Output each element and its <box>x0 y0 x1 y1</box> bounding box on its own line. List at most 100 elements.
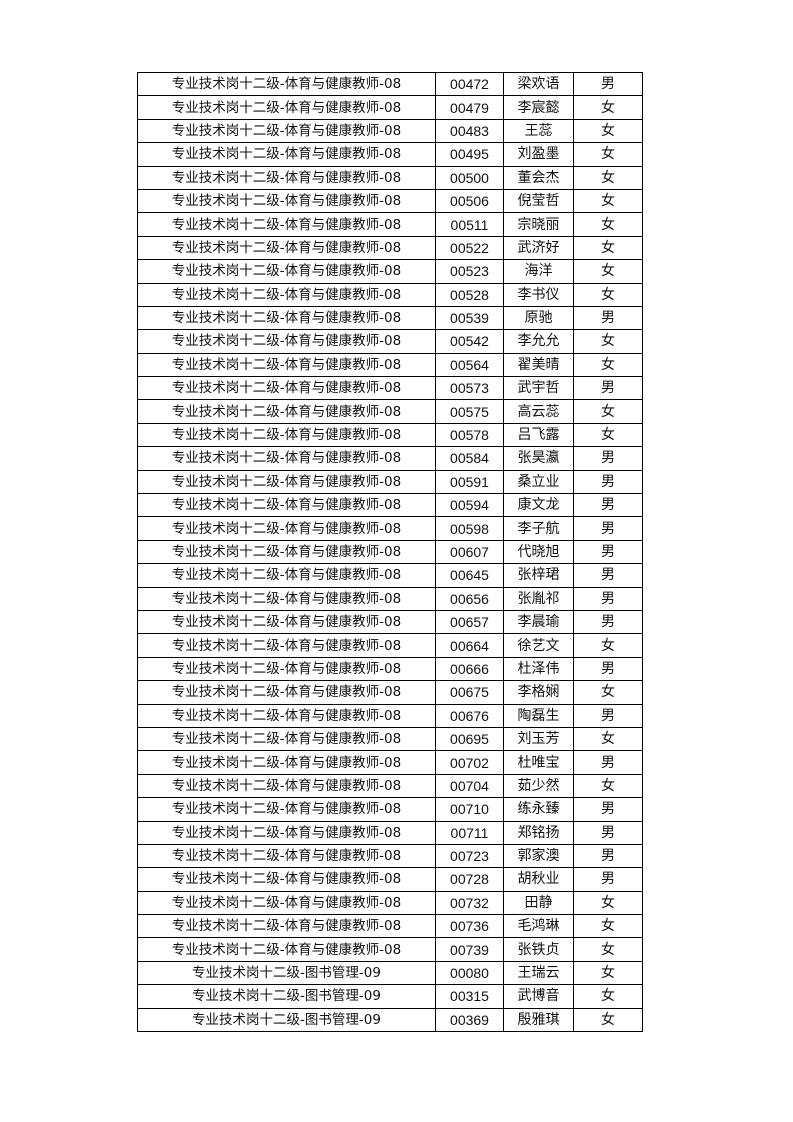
table-row: 专业技术岗十二级-体育与健康教师-08 00500 董会杰女 <box>137 165 643 190</box>
name-cell: 李子航 <box>503 516 574 541</box>
name-cell: 李格娴 <box>503 680 574 705</box>
name-cell: 桑立业 <box>503 469 574 495</box>
gender-cell: 女 <box>573 633 643 658</box>
gender-cell: 女 <box>573 329 643 354</box>
position-cell: 专业技术岗十二级-体育与健康教师-08 <box>137 609 436 635</box>
table-row: 专业技术岗十二级-体育与健康教师-08 00710 练永臻男 <box>137 797 643 822</box>
table-row: 专业技术岗十二级-体育与健康教师-08 00676 陶磊生男 <box>137 703 643 728</box>
gender-cell: 女 <box>573 1007 643 1033</box>
position-cell: 专业技术岗十二级-体育与健康教师-08 <box>137 305 436 331</box>
candidate-id-cell: 00495 <box>435 142 504 167</box>
table-row: 专业技术岗十二级-体育与健康教师-08 00542 李允允女 <box>137 329 643 354</box>
position-cell: 专业技术岗十二级-图书管理-09 <box>137 1007 436 1033</box>
name-cell: 茹少然 <box>503 773 574 799</box>
table-row: 专业技术岗十二级-体育与健康教师-08 00728 胡秋业男 <box>137 867 643 892</box>
table-row: 专业技术岗十二级-图书管理-09 00369 殷雅琪女 <box>137 1007 643 1033</box>
gender-cell: 女 <box>573 422 643 448</box>
candidate-id-cell: 00657 <box>435 609 504 635</box>
gender-cell: 女 <box>573 212 643 237</box>
position-cell: 专业技术岗十二级-体育与健康教师-08 <box>137 680 436 705</box>
position-cell: 专业技术岗十二级-体育与健康教师-08 <box>137 446 436 471</box>
position-cell: 专业技术岗十二级-体育与健康教师-08 <box>137 282 436 307</box>
position-cell: 专业技术岗十二级-体育与健康教师-08 <box>137 890 436 916</box>
candidate-id-cell: 00584 <box>435 446 504 471</box>
table-row: 专业技术岗十二级-体育与健康教师-08 00702 杜唯宝男 <box>137 750 643 775</box>
table-row: 专业技术岗十二级-体育与健康教师-08 00472 梁欢语男 <box>137 71 643 97</box>
gender-cell: 男 <box>573 305 643 331</box>
position-cell: 专业技术岗十二级-体育与健康教师-08 <box>137 376 436 401</box>
gender-cell: 男 <box>573 750 643 775</box>
gender-cell: 男 <box>573 703 643 728</box>
table-row: 专业技术岗十二级-体育与健康教师-08 00573 武宇哲男 <box>137 376 643 401</box>
table-row: 专业技术岗十二级-体育与健康教师-08 00523 海洋女 <box>137 259 643 284</box>
candidate-id-cell: 00702 <box>435 750 504 775</box>
table-row: 专业技术岗十二级-体育与健康教师-08 00511 宗晓丽女 <box>137 212 643 237</box>
position-cell: 专业技术岗十二级-体育与健康教师-08 <box>137 773 436 799</box>
position-cell: 专业技术岗十二级-体育与健康教师-08 <box>137 142 436 167</box>
position-cell: 专业技术岗十二级-体育与健康教师-08 <box>137 469 436 495</box>
name-cell: 高云蕊 <box>503 399 574 424</box>
candidate-id-cell: 00578 <box>435 422 504 448</box>
position-cell: 专业技术岗十二级-体育与健康教师-08 <box>137 750 436 775</box>
gender-cell: 男 <box>573 469 643 495</box>
candidate-id-cell: 00591 <box>435 469 504 495</box>
table-row: 专业技术岗十二级-体育与健康教师-08 00656 张胤祁男 <box>137 586 643 611</box>
name-cell: 吕飞露 <box>503 422 574 448</box>
table-row: 专业技术岗十二级-体育与健康教师-08 00664 徐艺文女 <box>137 633 643 658</box>
candidate-id-cell: 00523 <box>435 259 504 284</box>
candidate-id-cell: 00506 <box>435 188 504 214</box>
candidate-id-cell: 00645 <box>435 563 504 588</box>
name-cell: 张昊瀛 <box>503 446 574 471</box>
name-cell: 康文龙 <box>503 493 574 518</box>
candidate-id-cell: 00575 <box>435 399 504 424</box>
position-cell: 专业技术岗十二级-图书管理-09 <box>137 984 436 1009</box>
name-cell: 梁欢语 <box>503 71 574 97</box>
position-cell: 专业技术岗十二级-体育与健康教师-08 <box>137 516 436 541</box>
name-cell: 宗晓丽 <box>503 212 574 237</box>
table-row: 专业技术岗十二级-体育与健康教师-08 00704 茹少然女 <box>137 773 643 799</box>
gender-cell: 女 <box>573 165 643 190</box>
name-cell: 张铁贞 <box>503 937 574 962</box>
name-cell: 张梓珺 <box>503 563 574 588</box>
position-cell: 专业技术岗十二级-体育与健康教师-08 <box>137 539 436 565</box>
table-row: 专业技术岗十二级-体育与健康教师-08 00528 李书仪女 <box>137 282 643 307</box>
name-cell: 郑铭扬 <box>503 820 574 845</box>
candidate-id-cell: 00479 <box>435 95 504 120</box>
name-cell: 王瑞云 <box>503 960 574 986</box>
position-cell: 专业技术岗十二级-体育与健康教师-08 <box>137 937 436 962</box>
gender-cell: 女 <box>573 937 643 962</box>
name-cell: 陶磊生 <box>503 703 574 728</box>
table-row: 专业技术岗十二级-体育与健康教师-08 00594 康文龙男 <box>137 493 643 518</box>
gender-cell: 女 <box>573 914 643 939</box>
table-row: 专业技术岗十二级-体育与健康教师-08 00495 刘盈墨女 <box>137 142 643 167</box>
position-cell: 专业技术岗十二级-体育与健康教师-08 <box>137 914 436 939</box>
name-cell: 郭家澳 <box>503 843 574 869</box>
name-cell: 李晨瑜 <box>503 609 574 635</box>
table-row: 专业技术岗十二级-体育与健康教师-08 00736 毛鸿琳女 <box>137 914 643 939</box>
table-row: 专业技术岗十二级-体育与健康教师-08 00591 桑立业男 <box>137 469 643 495</box>
table-row: 专业技术岗十二级-体育与健康教师-08 00578 吕飞露女 <box>137 422 643 448</box>
position-cell: 专业技术岗十二级-体育与健康教师-08 <box>137 188 436 214</box>
gender-cell: 男 <box>573 563 643 588</box>
position-cell: 专业技术岗十二级-体育与健康教师-08 <box>137 71 436 97</box>
position-cell: 专业技术岗十二级-体育与健康教师-08 <box>137 422 436 448</box>
table-body: 专业技术岗十二级-体育与健康教师-08 00472 梁欢语男专业技术岗十二级-体育与… <box>137 71 643 1033</box>
candidate-id-cell: 00711 <box>435 820 504 845</box>
name-cell: 原驰 <box>503 305 574 331</box>
position-cell: 专业技术岗十二级-体育与健康教师-08 <box>137 329 436 354</box>
position-cell: 专业技术岗十二级-体育与健康教师-08 <box>137 118 436 144</box>
candidate-id-cell: 00704 <box>435 773 504 799</box>
name-cell: 殷雅琪 <box>503 1007 574 1033</box>
name-cell: 田静 <box>503 890 574 916</box>
name-cell: 杜唯宝 <box>503 750 574 775</box>
table-row: 专业技术岗十二级-体育与健康教师-08 00479 李宸懿女 <box>137 95 643 120</box>
position-cell: 专业技术岗十二级-体育与健康教师-08 <box>137 656 436 682</box>
gender-cell: 女 <box>573 352 643 378</box>
table-row: 专业技术岗十二级-图书管理-09 00315 武博音女 <box>137 984 643 1009</box>
gender-cell: 男 <box>573 609 643 635</box>
gender-cell: 女 <box>573 680 643 705</box>
table-row: 专业技术岗十二级-体育与健康教师-08 00539 原驰男 <box>137 305 643 331</box>
candidate-id-cell: 00511 <box>435 212 504 237</box>
name-cell: 李允允 <box>503 329 574 354</box>
candidate-id-cell: 00598 <box>435 516 504 541</box>
